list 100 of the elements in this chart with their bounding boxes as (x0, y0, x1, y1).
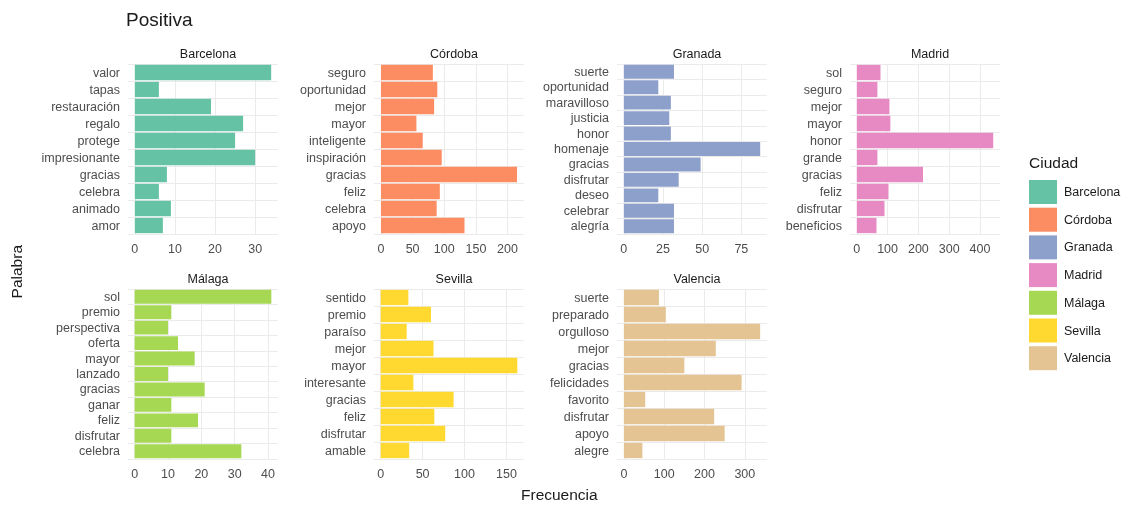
bar (623, 340, 716, 357)
y-tick-label: seguro (803, 82, 843, 97)
bar (623, 374, 742, 391)
x-tick-label: 0 (620, 241, 628, 256)
bar (623, 357, 685, 374)
bar (380, 357, 518, 374)
chart-title: Madrid (910, 46, 950, 61)
y-tick-label: disfrutar (563, 409, 609, 424)
bar (134, 81, 159, 98)
chart-title: Granada (672, 46, 722, 61)
bar (380, 442, 410, 459)
bar (856, 183, 889, 200)
bar (380, 306, 431, 323)
y-tick-label: seguro (327, 65, 367, 80)
bar (380, 200, 437, 217)
bar (134, 166, 167, 183)
y-tick-label: alegría (570, 219, 610, 234)
x-tick-label: 400 (969, 241, 991, 256)
y-tick-label: paraíso (324, 324, 367, 339)
bar (380, 183, 440, 200)
chart-title: Málaga (187, 271, 229, 286)
bar (380, 149, 442, 166)
bar (623, 408, 715, 425)
x-tick-label: 0 (131, 466, 139, 481)
legend-title: Ciudad (1029, 153, 1079, 171)
y-tick-label: mayor (85, 351, 120, 366)
y-tick-label: lanzado (76, 367, 121, 381)
y-tick-label: mejor (334, 99, 366, 114)
legend-label: Valencia (1064, 351, 1112, 366)
bar (623, 442, 643, 459)
y-tick-label: celebrar (563, 203, 609, 218)
y-tick-label: ganar (88, 397, 120, 412)
x-tick-label: 50 (415, 466, 430, 481)
x-tick-label: 100 (433, 241, 455, 256)
y-tick-label: alegre (574, 443, 610, 458)
x-tick-label: 30 (227, 466, 242, 481)
y-tick-label: sentido (325, 290, 367, 305)
y-tick-label: sol (826, 65, 842, 80)
y-tick-label: suerte (574, 290, 610, 305)
x-tick-label: 200 (907, 241, 929, 256)
bar (380, 323, 407, 340)
bar (380, 81, 438, 98)
bar (380, 64, 433, 81)
y-tick-label: celebra (79, 444, 121, 459)
chart-title: Sevilla (435, 271, 473, 286)
x-tick-label: 40 (261, 466, 275, 481)
bar (623, 157, 701, 172)
x-tick-label: 0 (377, 241, 385, 256)
y-tick-label: mejor (577, 341, 609, 356)
y-tick-label: disfrutar (74, 428, 120, 443)
bar (623, 306, 666, 323)
bar (856, 64, 881, 81)
bar (856, 217, 877, 234)
y-tick-label: oportunidad (542, 80, 610, 95)
y-tick-label: tapas (89, 82, 120, 97)
x-tick-label: 150 (495, 466, 517, 481)
chart-title: Barcelona (179, 46, 237, 61)
legend-label: Córdoba (1064, 212, 1112, 227)
y-tick-label: disfrutar (320, 426, 366, 441)
bar (134, 183, 159, 200)
x-tick-label: 50 (405, 241, 420, 256)
y-tick-label: favorito (568, 392, 610, 407)
y-tick-label: mayor (807, 116, 842, 131)
bar (380, 425, 446, 442)
y-tick-label: inteligente (309, 133, 367, 148)
bar (134, 98, 212, 115)
x-tick-label: 200 (497, 241, 519, 256)
y-tick-label: celebra (79, 184, 121, 199)
y-tick-label: impresionante (41, 150, 121, 165)
x-tick-label: 100 (653, 466, 675, 481)
x-tick-label: 0 (853, 241, 861, 256)
bar (623, 391, 646, 408)
y-tick-label: valor (92, 65, 120, 80)
x-tick-label: 50 (695, 241, 710, 256)
y-tick-label: restauración (51, 99, 121, 114)
y-tick-label: amable (325, 443, 367, 458)
x-tick-label: 20 (194, 466, 209, 481)
bar (380, 374, 414, 391)
text: Positiva (126, 9, 193, 30)
bar (380, 340, 434, 357)
bar (134, 64, 272, 81)
y-tick-label: interesante (304, 375, 367, 390)
text: Frecuencia (521, 485, 599, 503)
y-tick-label: mayor (331, 358, 366, 373)
y-tick-label: apoyo (331, 218, 367, 233)
bar (380, 132, 423, 149)
y-tick-label: inspiración (306, 150, 367, 165)
y-tick-label: feliz (343, 409, 366, 424)
y-tick-label: deseo (574, 188, 610, 203)
bar (380, 391, 454, 408)
x-tick-label: 150 (465, 241, 487, 256)
x-tick-label: 100 (877, 241, 899, 256)
bar (856, 115, 891, 132)
bar (134, 115, 244, 132)
bar (134, 382, 205, 397)
y-tick-label: suerte (574, 64, 610, 79)
bar (856, 132, 994, 149)
y-tick-label: homenaje (554, 142, 610, 156)
bar (380, 408, 435, 425)
y-tick-label: disfrutar (563, 172, 609, 187)
